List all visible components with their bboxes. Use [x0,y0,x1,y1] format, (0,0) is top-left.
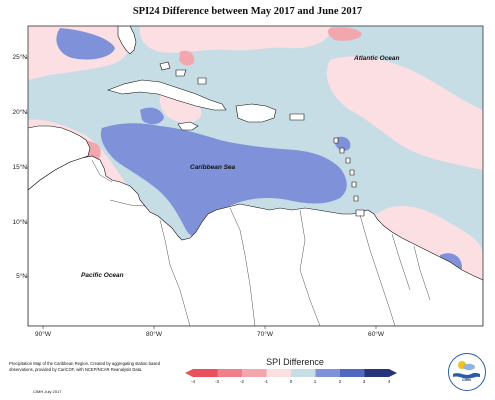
legend-swatch [364,369,389,377]
legend-arrow-left [185,369,193,377]
cimh-logo: CIMH [448,353,486,391]
lon-label-80: 80°W [146,331,162,338]
lon-label-60: 60°W [368,331,384,338]
lon-label-70: 70°W [257,331,273,338]
lat-label-5: 5°N [16,273,27,280]
legend-tick-label: 1 [313,379,317,384]
legend-tick-label: 3 [362,379,366,384]
legend-title: SPI Difference [266,357,324,367]
caribbean-sea-label: Caribbean Sea [190,164,236,171]
map-title: SPI24 Difference between May 2017 and Ju… [132,6,363,17]
legend-tick-label: -2 [239,379,244,384]
pacific-ocean-label: Pacific Ocean [81,272,124,279]
land-masses [28,26,483,326]
lat-label-10: 10°N [12,219,27,226]
legend-tick-label: -1 [263,379,268,384]
legend-tick-label: -3 [214,379,219,384]
legend-tick-label: 4 [387,379,391,384]
legend-swatch [193,369,218,377]
atlantic-ocean-label: Atlantic Ocean [354,55,400,62]
lat-label-15: 15°N [12,164,27,171]
sun-cloud-icon [453,361,480,379]
legend-arrow-right [389,369,397,377]
country-borders [91,159,431,326]
legend-swatch [315,369,340,377]
lat-label-20: 20°N [12,109,27,116]
map-credit: CIMH July 2017 [33,389,62,394]
legend-swatch [291,369,316,377]
legend-swatch [266,369,291,377]
legend-swatch [242,369,267,377]
logo-text: CIMH [461,378,472,382]
legend-colorbar [185,369,397,377]
lat-label-25: 25°N [12,54,27,61]
legend-swatch [217,369,242,377]
legend-tick-label: 2 [338,379,342,384]
axis-ticks [25,57,377,329]
map-frame [27,25,484,327]
legend-tick-label: -4 [190,379,195,384]
legend-tick-label: 0 [289,379,293,384]
lon-label-90: 90°W [35,331,51,338]
legend-swatch [340,369,365,377]
map-description: Precipitation Map of the Caribbean Regio… [9,361,161,372]
